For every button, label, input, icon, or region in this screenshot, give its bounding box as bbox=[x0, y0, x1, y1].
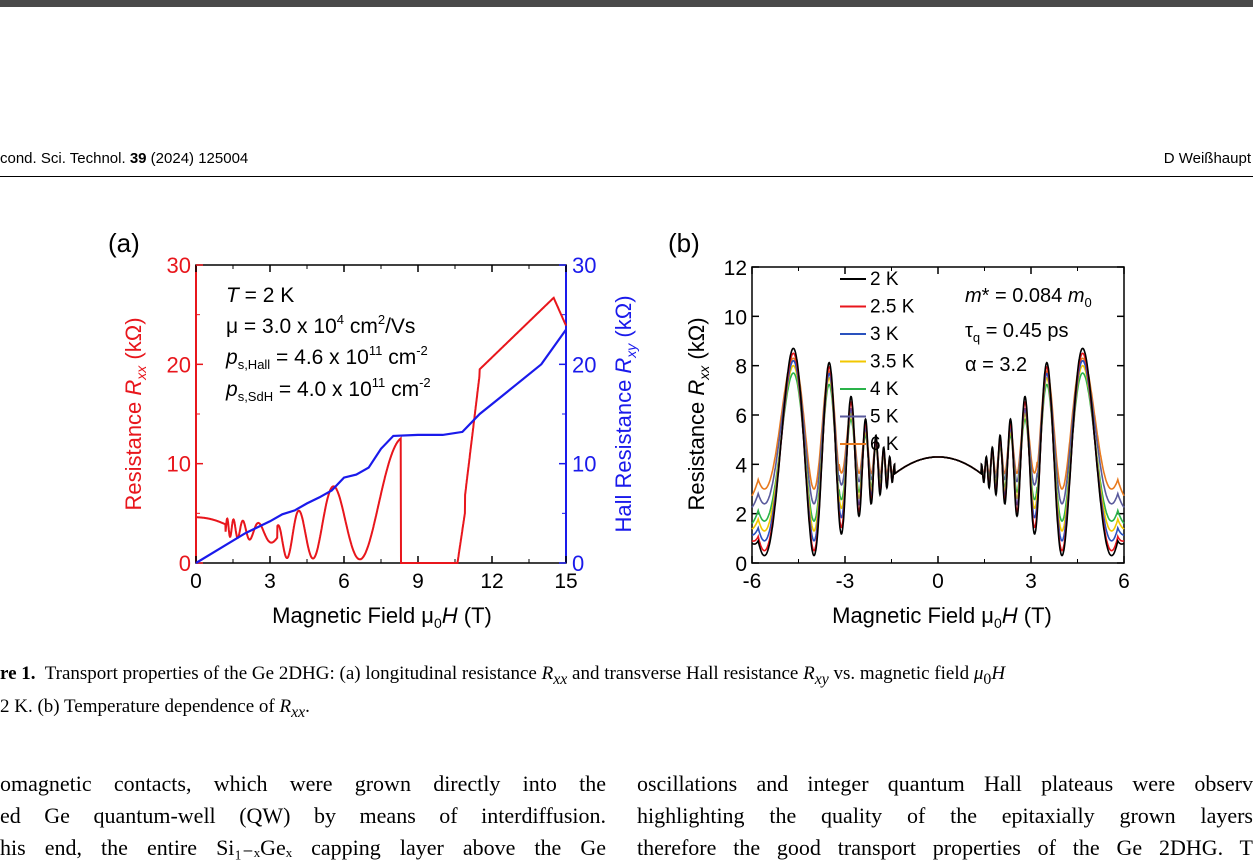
series-2K bbox=[751, 347, 1125, 557]
panel-b-ylabel: Resistance Rxx (kΩ) bbox=[684, 317, 712, 510]
body-column-left: omagnetic contacts, which were grown dir… bbox=[0, 768, 606, 864]
x-tick-label: 6 bbox=[338, 570, 350, 593]
panel-b-series bbox=[751, 347, 1125, 557]
y-tick-label: 4 bbox=[735, 454, 747, 477]
author-name: D Weißhaupt bbox=[1163, 150, 1251, 167]
y-tick-label: 8 bbox=[735, 356, 747, 379]
y-right-tick-label: 10 bbox=[572, 452, 596, 477]
y-left-tick-label: 30 bbox=[167, 253, 191, 278]
body-column-right: oscillations and integer quantum Hall pl… bbox=[637, 768, 1253, 864]
param-alpha: α = 3.2 bbox=[965, 354, 1027, 376]
legend-label: 2 K bbox=[870, 269, 899, 290]
panel-b-legend: 2 K 2.5 K 3 K 3.5 K 4 K 5 K 6 K bbox=[840, 269, 915, 455]
annotation-ps-hall: ps,Hall = 4.6 x 1011 cm-2 bbox=[225, 343, 428, 372]
y-tick-label: 12 bbox=[724, 257, 747, 280]
panel-a-ylabel-right: Hall Resistance Rxy (kΩ) bbox=[611, 295, 639, 532]
panel-b-xlabel: Magnetic Field μ0H (T) bbox=[832, 603, 1052, 631]
legend-label: 2.5 K bbox=[870, 297, 915, 318]
x-tick-label: -3 bbox=[836, 570, 855, 593]
panel-a-xlabel: Magnetic Field μ0H (T) bbox=[272, 603, 492, 631]
panel-a-annotations: T = 2 K μ = 3.0 x 104 cm2/Vs ps,Hall = 4… bbox=[225, 284, 431, 404]
panel-a-ylabel-left: Resistance Rxx (kΩ) bbox=[121, 317, 149, 510]
body-line: ed Ge quantum-well (QW) by means of inte… bbox=[0, 803, 606, 828]
body-line: his end, the entire Si₁₋ₓGeₓ capping lay… bbox=[0, 835, 606, 860]
top-bar bbox=[0, 0, 1253, 7]
body-line: omagnetic contacts, which were grown dir… bbox=[0, 771, 606, 796]
figure-caption: re 1. Transport properties of the Ge 2DH… bbox=[0, 660, 1253, 726]
panel-a-rxx-line bbox=[196, 296, 567, 564]
annotation-temperature: T = 2 K bbox=[226, 284, 294, 307]
x-tick-label: 15 bbox=[554, 570, 577, 593]
y-left-tick-label: 10 bbox=[167, 452, 191, 477]
panel-b-params: m* = 0.084 m0 τq = 0.45 ps α = 3.2 bbox=[965, 285, 1092, 376]
y-right-tick-label: 20 bbox=[572, 352, 596, 377]
legend-label: 5 K bbox=[870, 407, 899, 428]
param-effective-mass: m* = 0.084 m0 bbox=[965, 285, 1092, 310]
panel-b-label: (b) bbox=[668, 228, 700, 258]
x-tick-label: -6 bbox=[743, 570, 762, 593]
y-tick-label: 6 bbox=[735, 405, 747, 428]
x-tick-label: 0 bbox=[932, 570, 944, 593]
x-tick-label: 3 bbox=[264, 570, 276, 593]
annotation-mobility: μ = 3.0 x 104 cm2/Vs bbox=[226, 312, 415, 338]
x-tick-label: 0 bbox=[190, 570, 202, 593]
x-tick-label: 9 bbox=[412, 570, 424, 593]
caption-line-2: 2 K. (b) Temperature dependence of Rxx. bbox=[0, 695, 310, 721]
panel-b-x-ticks: -6 -3 0 3 6 bbox=[743, 267, 1130, 593]
panel-a-axes bbox=[195, 264, 567, 564]
y-right-tick-label: 0 bbox=[572, 551, 584, 576]
legend-label: 6 K bbox=[870, 434, 899, 455]
running-header: cond. Sci. Technol. 39 (2024) 125004 D W… bbox=[0, 150, 1253, 170]
panel-b-y-ticks: 0 2 4 6 8 10 12 bbox=[724, 257, 1124, 576]
panel-b-axes bbox=[751, 266, 1125, 564]
body-line: therefore the good transport properties … bbox=[637, 835, 1253, 860]
x-tick-label: 3 bbox=[1025, 570, 1037, 593]
legend-label: 3.5 K bbox=[870, 352, 915, 373]
y-right-tick-label: 30 bbox=[572, 253, 596, 278]
body-line: oscillations and integer quantum Hall pl… bbox=[637, 771, 1253, 796]
annotation-ps-sdh: ps,SdH = 4.0 x 1011 cm-2 bbox=[225, 375, 431, 404]
header-rule bbox=[0, 176, 1253, 177]
panel-a-x-ticks: 0 3 6 9 12 15 bbox=[190, 265, 578, 593]
panel-a-rxy-line bbox=[195, 328, 567, 564]
x-tick-label: 12 bbox=[480, 570, 503, 593]
param-tau-q: τq = 0.45 ps bbox=[965, 320, 1069, 345]
panel-a-label: (a) bbox=[108, 228, 140, 258]
y-tick-label: 2 bbox=[735, 504, 747, 527]
x-tick-label: 6 bbox=[1118, 570, 1130, 593]
y-tick-label: 10 bbox=[724, 306, 747, 329]
caption-line-1: re 1. Transport properties of the Ge 2DH… bbox=[0, 663, 1006, 688]
y-tick-label: 0 bbox=[735, 553, 747, 576]
panel-a-y-ticks: 0 0 10 10 20 20 30 30 bbox=[167, 253, 597, 576]
journal-citation: cond. Sci. Technol. 39 (2024) 125004 bbox=[0, 150, 249, 167]
body-line: highlighting the quality of the epitaxia… bbox=[637, 803, 1253, 828]
y-left-tick-label: 0 bbox=[179, 551, 191, 576]
legend-label: 4 K bbox=[870, 379, 899, 400]
legend-label: 3 K bbox=[870, 324, 899, 345]
y-left-tick-label: 20 bbox=[167, 352, 191, 377]
